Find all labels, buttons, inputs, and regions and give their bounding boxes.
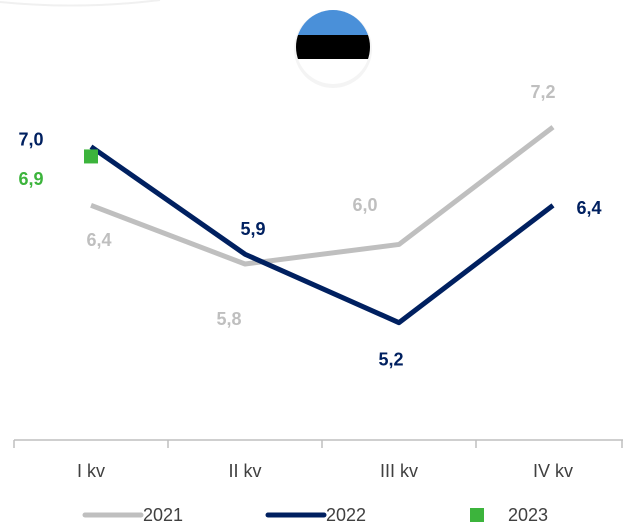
data-label: 6,4 [86,230,111,250]
legend-label: 2022 [326,505,366,525]
x-tick-label: IV kv [533,461,573,481]
marker [84,149,98,164]
x-tick-label: I kv [77,461,105,481]
legend-label: 2021 [143,505,183,525]
line [90,125,555,267]
legend-label: 2023 [508,505,548,525]
data-label: 6,4 [576,198,601,218]
data-label: 7,2 [530,82,555,102]
x-tick-label: II kv [228,461,261,481]
x-tick-label: III kv [380,461,418,481]
line [89,144,555,326]
data-label: 5,2 [378,349,403,369]
data-label: 6,0 [352,195,377,215]
data-label: 7,0 [18,129,43,149]
data-label: 5,9 [240,219,265,239]
data-label: 6,9 [18,169,43,189]
flag-icon [294,10,372,88]
data-label: 5,8 [216,309,241,329]
decor-arc [0,0,161,7]
legend-swatch [470,508,484,522]
